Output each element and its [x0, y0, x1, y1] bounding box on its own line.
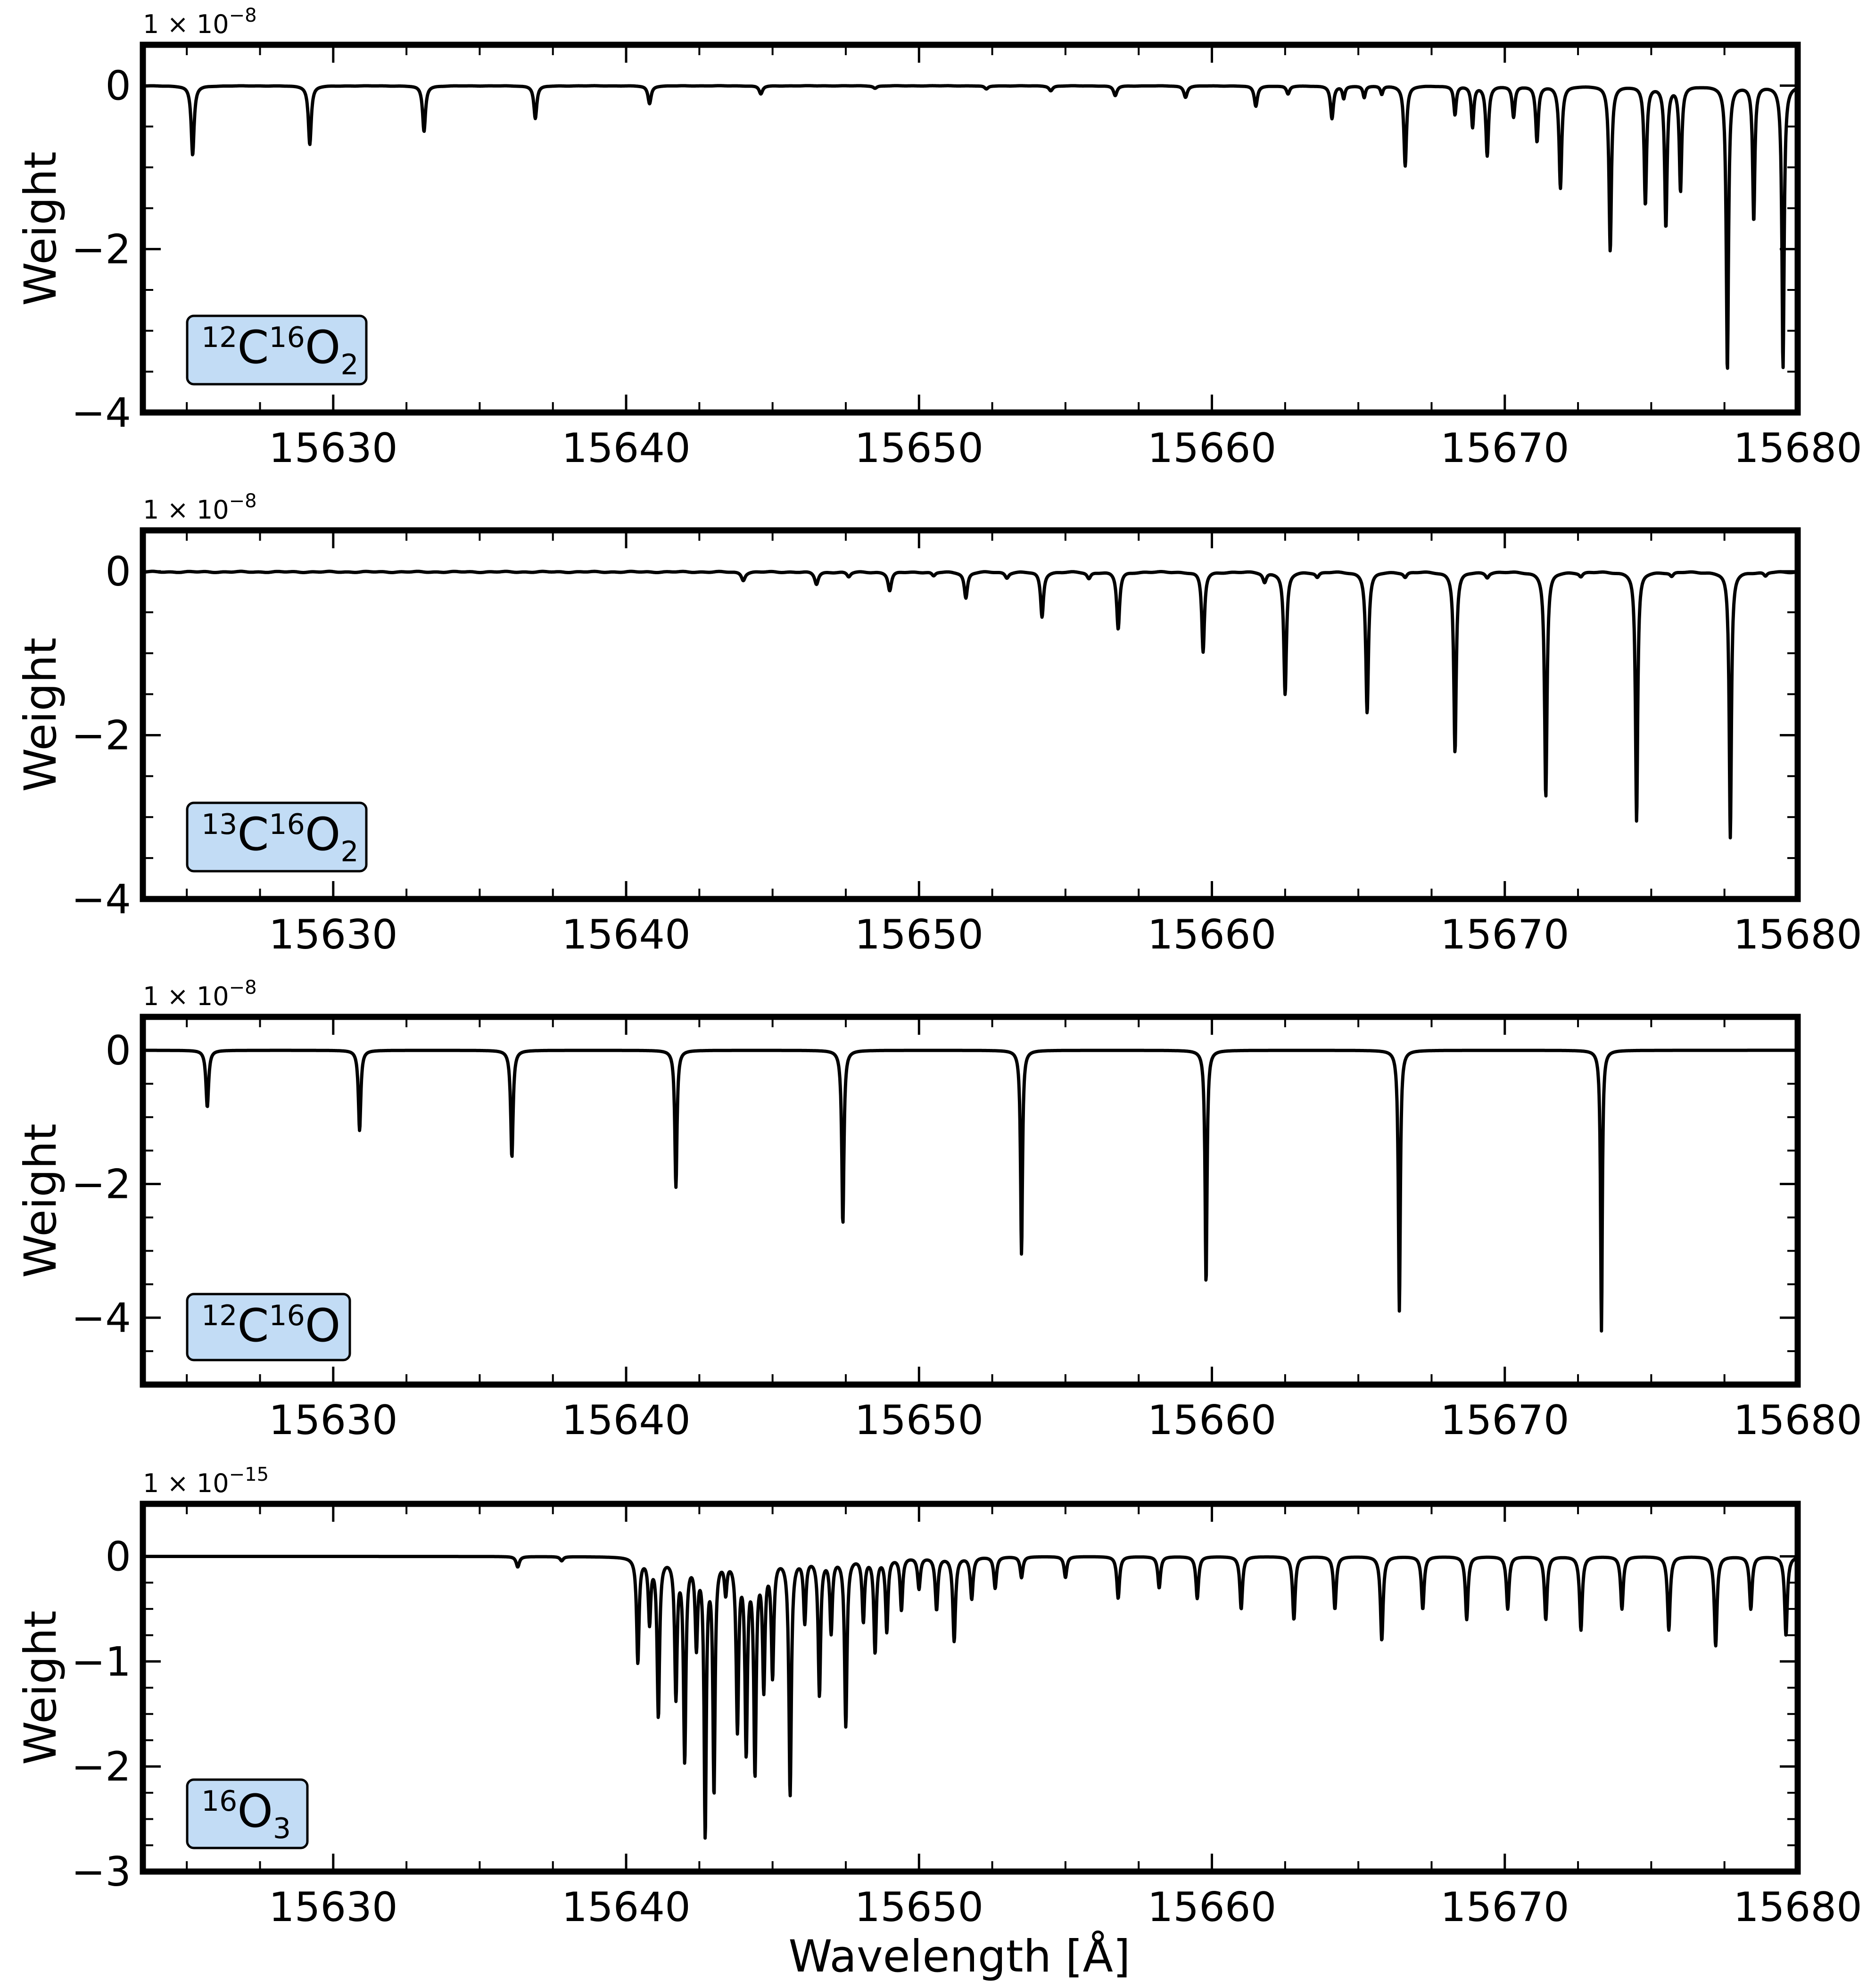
y-tick-label: −4	[71, 1295, 131, 1342]
y-tick-label: −2	[71, 712, 131, 759]
y-tick-label: 0	[105, 548, 131, 595]
legend-label: 13C16O2	[201, 808, 359, 868]
x-tick-label: 15640	[562, 1397, 691, 1444]
y-tick-label: −2	[71, 1161, 131, 1208]
y-axis-label: Weight	[15, 1610, 66, 1765]
y-tick-label: −2	[71, 1743, 131, 1790]
x-tick-label: 15660	[1148, 1884, 1277, 1931]
offset-label: 1 × 10−15	[143, 1464, 269, 1498]
y-tick-label: −2	[71, 226, 131, 273]
x-tick-label: 15630	[269, 911, 398, 958]
y-axis-label: Weight	[15, 151, 66, 306]
y-tick-label: −4	[71, 876, 131, 923]
x-tick-label: 15680	[1733, 425, 1862, 472]
series-line	[143, 1048, 1798, 1333]
legend-label: 12C16O	[201, 1299, 340, 1352]
x-tick-label: 15630	[269, 1884, 398, 1931]
y-tick-label: 0	[105, 1533, 131, 1580]
legend-label: 16O3	[201, 1785, 291, 1845]
x-tick-label: 15640	[562, 911, 691, 958]
y-axis-label: Weight	[15, 1123, 66, 1278]
y-tick-label: −3	[71, 1848, 131, 1896]
x-tick-label: 15670	[1440, 1397, 1569, 1444]
x-tick-label: 15640	[562, 425, 691, 472]
x-tick-label: 15680	[1733, 1397, 1862, 1444]
x-tick-label: 15660	[1148, 1397, 1277, 1444]
panel-2: 15630 15640 15650 15660 15670 15680 0 −2 −4 Weigh…	[15, 490, 1862, 958]
legend-label: 12C16O2	[201, 321, 359, 381]
y-axis-label: Weight	[15, 637, 66, 792]
x-tick-label: 15630	[269, 425, 398, 472]
x-axis-label: Wavelength [Å]	[788, 1930, 1130, 1982]
x-tick-label: 15650	[854, 425, 983, 472]
x-tick-label: 15670	[1440, 911, 1569, 958]
x-tick-label: 15630	[269, 1397, 398, 1444]
y-tick-label: −1	[71, 1638, 131, 1685]
legend-box	[186, 1778, 309, 1849]
legend-box	[186, 1293, 351, 1361]
series-line	[143, 84, 1798, 370]
y-tick-label: 0	[105, 63, 131, 110]
offset-label: 1 × 10−8	[143, 5, 257, 39]
y-tick-label: 0	[105, 1027, 131, 1074]
x-tick-label: 15660	[1148, 425, 1277, 472]
offset-label: 1 × 10−8	[143, 490, 257, 525]
x-tick-label: 15650	[854, 911, 983, 958]
x-tick-label: 15680	[1733, 911, 1862, 958]
panels: 15630 15640 15650 15660 15670 156800−2−4Weigh…	[15, 5, 1862, 1931]
x-tick-label: 15650	[854, 1884, 983, 1931]
panel-1: 15630 15640 15650 15660 15670 15680 0 −2 −4 Weigh…	[15, 5, 1862, 472]
panel-3: 15630 15640 15650 15660 15670 15680 0 −2 −4Weigh…	[15, 977, 1862, 1444]
axes-frame	[140, 1014, 1801, 1388]
x-tick-label: 15680	[1733, 1884, 1862, 1931]
y-tick-label: −4	[71, 389, 131, 437]
axes-frame	[140, 41, 1801, 416]
panel-4: 15630 15640 15650 15660 15670 15680 0 −1 −2 −3 Wei…	[15, 1464, 1862, 1931]
legend-box	[186, 314, 368, 386]
x-tick-label: 15650	[854, 1397, 983, 1444]
series-line	[143, 569, 1798, 840]
x-tick-label: 15660	[1148, 911, 1277, 958]
offset-label: 1 × 10−8	[143, 977, 257, 1011]
legend-box	[186, 801, 368, 873]
x-tick-label: 15670	[1440, 1884, 1569, 1931]
x-tick-label: 15640	[562, 1884, 691, 1931]
series-line	[143, 1555, 1798, 1840]
axes-frame	[140, 1501, 1801, 1875]
axes-frame	[140, 527, 1801, 902]
x-tick-label: 15670	[1440, 425, 1569, 472]
